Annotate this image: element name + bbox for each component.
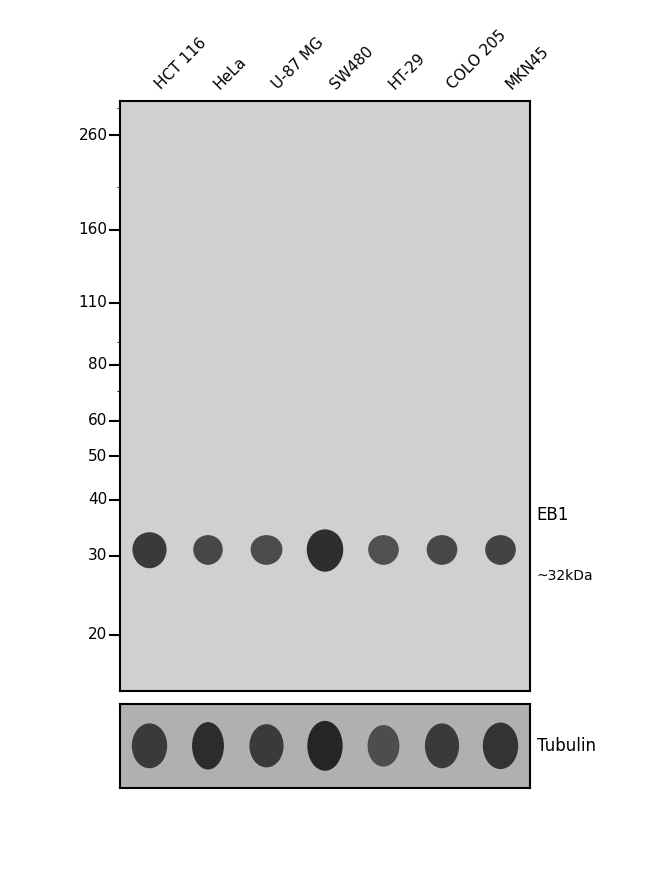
Ellipse shape: [369, 536, 398, 564]
Ellipse shape: [426, 724, 458, 767]
Text: 40: 40: [88, 492, 107, 508]
Ellipse shape: [193, 722, 223, 769]
Text: ~32kDa: ~32kDa: [537, 569, 593, 583]
Ellipse shape: [428, 536, 456, 564]
Text: 110: 110: [79, 296, 107, 311]
Text: 30: 30: [88, 548, 107, 563]
Ellipse shape: [308, 722, 342, 770]
Text: 260: 260: [79, 128, 107, 143]
Ellipse shape: [252, 536, 281, 564]
Ellipse shape: [194, 536, 222, 564]
Text: 20: 20: [88, 627, 107, 642]
Text: 80: 80: [88, 357, 107, 372]
Ellipse shape: [484, 723, 517, 768]
Text: HeLa: HeLa: [211, 54, 249, 92]
Text: SW480: SW480: [328, 43, 376, 92]
Text: 50: 50: [88, 449, 107, 464]
Text: EB1: EB1: [537, 506, 569, 524]
Text: 60: 60: [88, 414, 107, 429]
Ellipse shape: [486, 536, 515, 564]
Text: HT-29: HT-29: [386, 49, 428, 92]
Text: U-87 MG: U-87 MG: [269, 34, 326, 92]
Ellipse shape: [250, 725, 283, 766]
Text: Tubulin: Tubulin: [537, 737, 596, 755]
Ellipse shape: [133, 533, 166, 568]
Text: 160: 160: [79, 223, 107, 238]
Ellipse shape: [133, 724, 166, 767]
Ellipse shape: [307, 530, 343, 571]
Text: MKN45: MKN45: [503, 43, 552, 92]
Text: COLO 205: COLO 205: [445, 27, 510, 92]
Text: HCT 116: HCT 116: [152, 35, 209, 92]
Ellipse shape: [369, 726, 398, 766]
